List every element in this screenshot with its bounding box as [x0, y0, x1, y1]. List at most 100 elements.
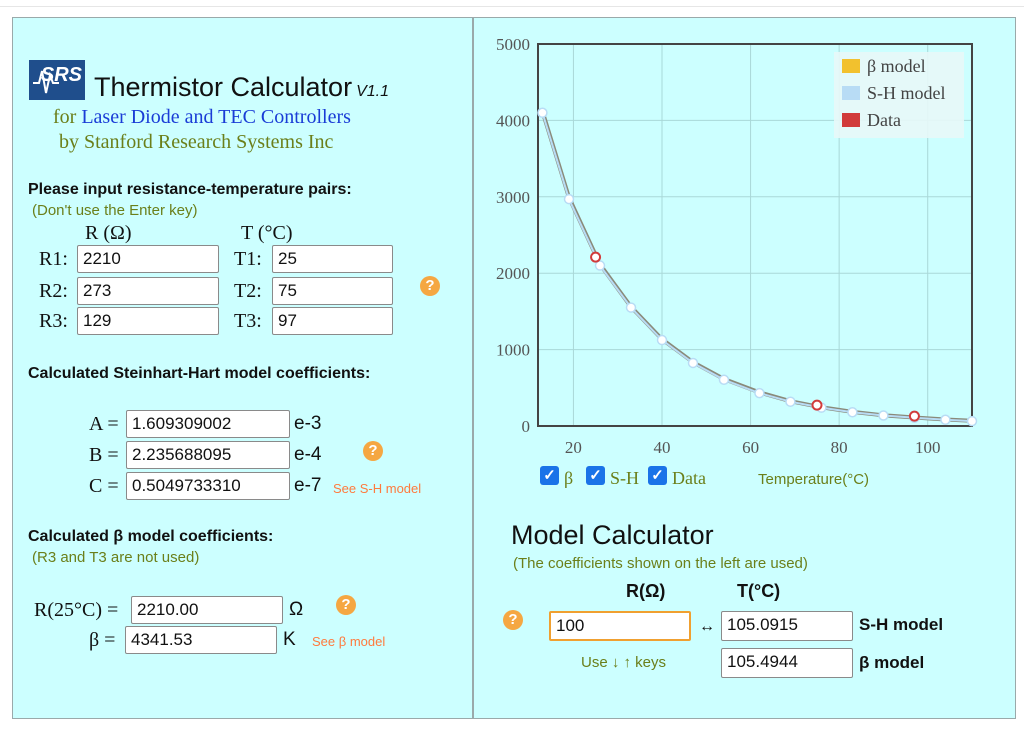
- beta-model-label: β model: [859, 653, 925, 672]
- logo-text: SRS: [40, 64, 82, 86]
- sh-model-point: [966, 415, 978, 427]
- calc-r-header: R(Ω): [626, 581, 666, 601]
- srs-logo: SRS: [29, 60, 85, 100]
- r2-input[interactable]: 273: [77, 277, 219, 305]
- r1-label: R1:: [39, 248, 68, 270]
- model-calculator-note: (The coefficients shown on the left are …: [513, 555, 808, 572]
- page-title: Thermistor Calculator V1.1: [94, 72, 389, 103]
- legend-swatch: [842, 59, 860, 73]
- beta-input[interactable]: 4341.53: [125, 626, 277, 654]
- coef-a-label: A =: [89, 413, 119, 435]
- coefficients-panel: SRS Thermistor Calculator V1.1 for Laser …: [12, 17, 473, 719]
- r25-label: R(25°C) =: [34, 599, 119, 621]
- data-checkbox[interactable]: ✓: [648, 466, 667, 485]
- beta-unit: K: [283, 629, 296, 650]
- legend-swatch: [842, 113, 860, 127]
- t3-label: T3:: [234, 310, 262, 332]
- legend-label: Data: [867, 110, 901, 130]
- data-point: [811, 399, 823, 411]
- version-label: V1.1: [356, 83, 389, 100]
- x-tick-label: 100: [915, 438, 941, 457]
- r2-label: R2:: [39, 280, 68, 302]
- sh-model-point: [563, 193, 575, 205]
- beta-checkbox-label: β: [564, 468, 574, 488]
- beta-help-icon[interactable]: ?: [336, 595, 356, 615]
- beta-note: (R3 and T3 are not used): [32, 549, 200, 566]
- coef-c-input[interactable]: 0.5049733310: [126, 472, 290, 500]
- sh-model-point: [537, 107, 548, 119]
- coef-b-input[interactable]: 2.235688095: [126, 441, 290, 469]
- legend-swatch: [842, 86, 860, 100]
- y-tick-label: 0: [522, 417, 531, 436]
- sh-model-point: [847, 406, 858, 418]
- r25-unit: Ω: [289, 599, 304, 620]
- y-tick-label: 4000: [496, 111, 530, 130]
- sh-model-point: [940, 414, 951, 425]
- inputs-help-icon[interactable]: ?: [420, 276, 440, 296]
- data-point: [590, 251, 602, 263]
- resistance-input[interactable]: 100: [549, 611, 691, 641]
- coef-a-exponent: e-3: [294, 413, 322, 434]
- data-checkbox-label: Data: [672, 468, 706, 488]
- coef-b-label: B =: [89, 444, 119, 466]
- calc-t-header: T(°C): [737, 581, 781, 601]
- conversion-arrow: ↔: [699, 618, 715, 635]
- x-axis-label: Temperature(°C): [758, 471, 870, 488]
- sh-model-point: [718, 374, 730, 386]
- calculator-help-icon[interactable]: ?: [503, 610, 523, 630]
- legend-label: S-H model: [867, 83, 946, 103]
- r25-input[interactable]: 2210.00: [131, 596, 283, 624]
- beta-heading: Calculated β model coefficients:: [28, 528, 274, 545]
- t-column-header: T (°C): [241, 222, 293, 244]
- model-calculator-title: Model Calculator: [511, 520, 714, 550]
- y-tick-label: 5000: [496, 35, 530, 54]
- legend-label: β model: [867, 56, 926, 76]
- chart-panel: 20 40 60 80 100 0 1000 2000 3000 4000 5000 β model S…: [473, 17, 1016, 719]
- coef-b-exponent: e-4: [294, 444, 322, 465]
- see-sh-model-link[interactable]: See S-H model: [333, 481, 422, 496]
- plot-border: [537, 43, 973, 427]
- data-point: [908, 410, 920, 422]
- y-tick-label: 2000: [496, 264, 530, 283]
- t3-input[interactable]: 97: [272, 307, 393, 335]
- coef-c-exponent: e-7: [294, 475, 322, 496]
- subtitle-company: by Stanford Research Systems Inc: [59, 131, 334, 153]
- beta-label: β =: [89, 629, 116, 651]
- sh-model-point: [594, 260, 606, 271]
- sh-help-icon[interactable]: ?: [363, 441, 383, 461]
- sh-checkbox[interactable]: ✓: [586, 466, 605, 485]
- r3-input[interactable]: 129: [77, 307, 219, 335]
- sh-model-point: [785, 396, 796, 407]
- y-tick-label: 1000: [496, 341, 530, 360]
- coef-a-input[interactable]: 1.609309002: [126, 410, 290, 438]
- subtitle-for: for: [53, 106, 77, 128]
- beta-checkbox[interactable]: ✓: [540, 466, 559, 485]
- sh-temperature-output[interactable]: 105.0915: [721, 611, 853, 641]
- beta-temperature-output[interactable]: 105.4944: [721, 648, 853, 678]
- keys-hint: Use ↓ ↑ keys: [581, 654, 667, 671]
- r1-input[interactable]: 2210: [77, 245, 219, 273]
- see-beta-model-link[interactable]: See β model: [312, 634, 386, 649]
- x-tick-label: 40: [654, 438, 671, 457]
- sh-model-label: S-H model: [859, 615, 944, 634]
- x-tick-label: 80: [831, 438, 848, 457]
- x-tick-label: 60: [742, 438, 759, 457]
- sh-checkbox-label: S-H: [610, 468, 640, 488]
- sh-model-point: [656, 334, 668, 346]
- sh-model-point: [878, 410, 889, 421]
- sh-heading: Calculated Steinhart-Hart model coeffici…: [28, 365, 371, 382]
- inputs-heading: Please input resistance-temperature pair…: [28, 181, 352, 198]
- sh-model-point: [687, 357, 699, 369]
- t1-input[interactable]: 25: [272, 245, 393, 273]
- t2-label: T2:: [234, 280, 262, 302]
- coef-c-label: C =: [89, 475, 119, 497]
- t1-label: T1:: [234, 248, 262, 270]
- sh-model-point: [754, 387, 765, 399]
- inputs-note: (Don't use the Enter key): [32, 202, 198, 219]
- page-title-text: Thermistor Calculator: [94, 72, 353, 102]
- subtitle-product-names: Laser Diode and TEC Controllers: [81, 106, 351, 128]
- r-column-header: R (Ω): [85, 222, 132, 244]
- y-tick-label: 3000: [496, 188, 530, 207]
- t2-input[interactable]: 75: [272, 277, 393, 305]
